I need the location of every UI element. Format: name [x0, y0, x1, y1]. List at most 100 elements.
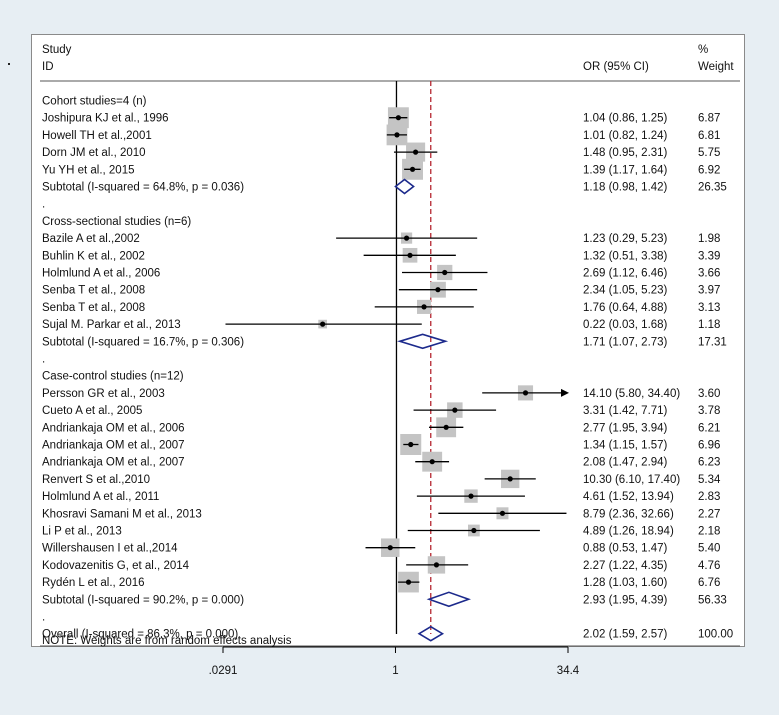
x-tick-label: 1: [392, 665, 398, 677]
point-estimate: [468, 493, 474, 499]
or-ci-value: 1.28 (1.03, 1.60): [583, 577, 668, 589]
or-ci-value: 1.18 (0.98, 1.42): [583, 182, 668, 194]
study-label: Khosravi Samani M et al., 2013: [42, 508, 202, 520]
point-estimate: [394, 132, 400, 138]
header-weight-percent: %: [698, 44, 708, 56]
or-ci-value: 2.27 (1.22, 4.35): [583, 560, 668, 572]
or-ci-value: 1.01 (0.82, 1.24): [583, 130, 668, 142]
weight-value: 5.40: [698, 543, 720, 555]
weight-value: 3.97: [698, 285, 720, 297]
study-label: Howell TH et al.,2001: [42, 130, 152, 142]
header-study: Study: [42, 44, 72, 56]
weight-value: 1.18: [698, 319, 720, 331]
point-estimate: [320, 321, 326, 327]
study-label: Holmlund A et al., 2011: [42, 491, 159, 503]
or-ci-value: 2.77 (1.95, 3.94): [583, 422, 668, 434]
point-estimate: [452, 407, 458, 413]
study-label: Buhlin K et al., 2002: [42, 250, 145, 262]
weight-value: 4.76: [698, 560, 720, 572]
point-estimate: [507, 476, 513, 482]
study-label: Renvert S et al.,2010: [42, 474, 150, 486]
or-ci-value: 4.89 (1.26, 18.94): [583, 526, 674, 538]
subtotal-diamond: [394, 178, 415, 195]
or-ci-value: 2.69 (1.12, 6.46): [583, 268, 668, 280]
or-ci-value: 1.34 (1.15, 1.57): [583, 440, 668, 452]
or-ci-value: 1.48 (0.95, 2.31): [583, 147, 668, 159]
overall-diamond: [417, 625, 445, 642]
weight-value: 2.18: [698, 526, 720, 538]
weight-value: 3.78: [698, 405, 720, 417]
header-weight: Weight: [698, 61, 734, 73]
weight-value: 1.98: [698, 233, 720, 245]
study-label: Cueto A et al., 2005: [42, 405, 142, 417]
group-label: Cohort studies=4 (n): [42, 96, 147, 108]
study-label: Holmlund A et al., 2006: [42, 268, 160, 280]
x-tick-label: .0291: [209, 665, 238, 677]
subtotal-label: Subtotal (I-squared = 64.8%, p = 0.036): [42, 182, 244, 194]
x-axis: .0291 1 34.4: [209, 646, 580, 677]
weight-value: 6.96: [698, 440, 720, 452]
study-label: Senba T et al., 2008: [42, 302, 145, 314]
point-estimate: [499, 510, 506, 516]
subtotal-diamond: [426, 591, 472, 608]
forest-plot-panel: Study ID OR (95% CI) % Weight Cohort stu…: [31, 34, 745, 647]
ci-arrow: [561, 388, 569, 397]
point-estimate: [387, 545, 393, 551]
weight-value: 6.23: [698, 457, 720, 469]
study-label: Sujal M. Parkar et al., 2013: [42, 319, 181, 331]
weight-value: 6.21: [698, 422, 720, 434]
spacer-dot: .: [42, 199, 45, 211]
point-estimate: [421, 304, 427, 310]
study-label: Yu YH et al., 2015: [42, 164, 135, 176]
study-label: Persson GR et al., 2003: [42, 388, 165, 400]
point-estimate: [442, 269, 448, 276]
point-estimate: [395, 115, 401, 121]
weight-value: 5.75: [698, 147, 720, 159]
weight-value: 5.34: [698, 474, 721, 486]
weight-value: 3.66: [698, 268, 720, 280]
header-id: ID: [42, 61, 54, 73]
study-label: Bazile A et al.,2002: [42, 233, 140, 245]
or-ci-value: 3.31 (1.42, 7.71): [583, 405, 668, 417]
study-label: Senba T et al., 2008: [42, 285, 145, 297]
point-estimate: [407, 252, 413, 258]
weight-value: 2.27: [698, 508, 720, 520]
group-label: Cross-sectional studies (n=6): [42, 216, 191, 228]
weights-note: NOTE: Weights are from random effects an…: [42, 635, 292, 647]
study-label: Willershausen I et al.,2014: [42, 543, 178, 555]
or-ci-value: 14.10 (5.80, 34.40): [583, 388, 680, 400]
point-estimate: [433, 562, 440, 568]
or-ci-value: 1.23 (0.29, 5.23): [583, 233, 668, 245]
or-ci-value: 2.93 (1.95, 4.39): [583, 594, 668, 606]
study-label: Joshipura KJ et al., 1996: [42, 113, 169, 125]
point-estimate: [403, 235, 410, 241]
weight-value: 6.92: [698, 164, 720, 176]
or-ci-value: 0.22 (0.03, 1.68): [583, 319, 668, 331]
forest-rows: Cohort studies=4 (n) Joshipura KJ et al.,…: [42, 81, 733, 642]
weight-value: 3.13: [698, 302, 720, 314]
overall-label: Overall (I-squared = 86.3%, p = 0.000): [42, 629, 238, 641]
study-label: Li P et al., 2013: [42, 526, 122, 538]
point-estimate: [409, 166, 416, 172]
header-or-ci: OR (95% CI): [583, 61, 649, 73]
or-ci-value: 1.04 (0.86, 1.25): [583, 113, 668, 125]
study-label: Andriankaja OM et al., 2007: [42, 440, 185, 452]
or-ci-value: 1.32 (0.51, 3.38): [583, 250, 668, 262]
spacer-dot: .: [42, 354, 45, 366]
spacer-dot: .: [42, 612, 45, 624]
corner-dot: [8, 63, 10, 65]
study-label: Dorn JM et al., 2010: [42, 147, 146, 159]
point-estimate: [435, 287, 441, 293]
point-estimate: [429, 459, 435, 465]
or-ci-value: 4.61 (1.52, 13.94): [583, 491, 674, 503]
or-ci-value: 2.34 (1.05, 5.23): [583, 285, 668, 297]
subtotal-diamond: [397, 333, 449, 350]
or-ci-value: 8.79 (2.36, 32.66): [583, 508, 674, 520]
or-ci-value: 2.02 (1.59, 2.57): [583, 629, 668, 641]
study-label: Kodovazenitis G, et al., 2014: [42, 560, 190, 572]
subtotal-label: Subtotal (I-squared = 90.2%, p = 0.000): [42, 594, 244, 606]
weight-value: 6.76: [698, 577, 720, 589]
weight-value: 6.81: [698, 130, 720, 142]
point-estimate: [471, 527, 477, 534]
weight-value: 3.39: [698, 250, 720, 262]
